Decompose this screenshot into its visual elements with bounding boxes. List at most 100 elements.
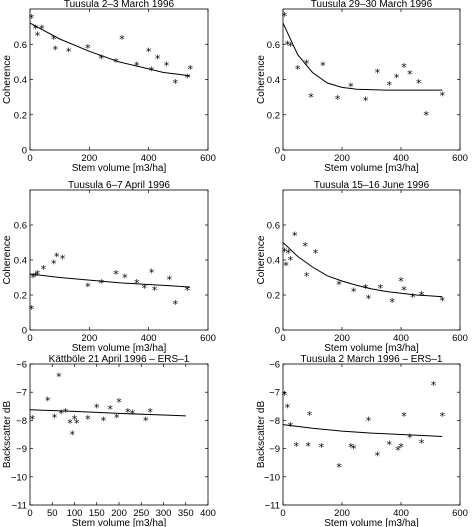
data-point: *: [302, 240, 308, 253]
y-tick-label: 0.4: [267, 256, 280, 267]
x-axis-label: Stem volume [m3/ha]: [324, 163, 419, 174]
x-tick-label: 400: [141, 333, 157, 344]
x-axis-label: Stem volume [m3/ha]: [72, 518, 167, 527]
x-tick-label: 0: [27, 508, 32, 519]
data-point: *: [440, 89, 446, 102]
data-point: *: [292, 230, 298, 243]
x-tick-label: 600: [452, 333, 468, 344]
x-tick-label: 0: [280, 153, 285, 164]
data-point: *: [45, 395, 51, 408]
x-tick-label: 200: [81, 153, 97, 164]
y-tick-label: −8: [16, 416, 27, 427]
data-point: *: [308, 91, 314, 104]
data-point: *: [401, 61, 407, 74]
data-point: *: [366, 293, 372, 306]
y-axis-label: Backscatter dB: [2, 401, 13, 469]
data-point: *: [149, 65, 155, 78]
data-point: *: [149, 266, 155, 279]
data-point: *: [85, 413, 91, 426]
y-tick-label: 0.2: [267, 291, 280, 302]
data-point: *: [363, 95, 369, 108]
data-point: *: [187, 63, 193, 76]
data-point: *: [431, 379, 437, 392]
data-point: *: [70, 429, 76, 442]
data-point: *: [51, 258, 57, 271]
plot-frame: [29, 363, 209, 506]
data-point: *: [288, 420, 294, 433]
plot-frame: [282, 189, 461, 331]
data-point: *: [401, 284, 407, 297]
y-tick-label: −7: [269, 388, 280, 399]
data-point: *: [398, 441, 404, 454]
y-tick-label: −9: [269, 444, 280, 455]
data-point: *: [348, 441, 354, 454]
chart-panel: 0 200 400 600 0 0.2 0.4 0.6 Tuusula 29–30 March …: [256, 0, 468, 174]
y-tick-label: 0.2: [267, 110, 280, 121]
x-tick-label: 400: [393, 508, 409, 519]
data-point: *: [320, 59, 326, 72]
data-point: *: [351, 443, 357, 456]
data-point: *: [375, 450, 381, 463]
x-tick-label: 50: [47, 508, 58, 519]
fit-curve: [29, 22, 191, 77]
data-point: *: [58, 407, 64, 420]
fit-curve: [282, 424, 443, 437]
data-point: *: [386, 438, 392, 451]
data-point: *: [85, 280, 91, 293]
data-point: *: [184, 284, 190, 297]
chart-title: Tuusula 2 March 1996 – ERS–1: [301, 354, 443, 365]
y-axis-label: Coherence: [256, 55, 267, 104]
data-point: *: [378, 282, 384, 295]
y-tick-label: −6: [269, 360, 280, 371]
data-point: *: [375, 66, 381, 79]
data-point: *: [313, 247, 319, 260]
x-tick-label: 350: [178, 508, 194, 519]
y-tick-label: −7: [16, 388, 27, 399]
data-point: *: [307, 409, 313, 422]
y-tick-label: −10: [11, 472, 27, 483]
y-tick-label: 0.6: [267, 40, 280, 51]
y-tick-label: −9: [16, 444, 27, 455]
y-tick-label: −8: [269, 416, 280, 427]
y-tick-label: 0.6: [14, 221, 27, 232]
data-point: *: [155, 52, 161, 65]
data-point: *: [285, 402, 291, 415]
fit-curve: [29, 409, 186, 417]
chart-title: Tuusula 15–16 June 1996: [314, 180, 430, 191]
data-point: *: [134, 277, 140, 290]
data-point: *: [440, 294, 446, 307]
data-point: *: [282, 245, 288, 258]
x-axis-label: Stem volume [m3/ha]: [72, 343, 167, 354]
data-point: *: [294, 440, 300, 453]
data-point: *: [35, 29, 41, 42]
y-tick-label: 0: [275, 146, 280, 157]
chart-title: Tuusula 29–30 March 1996: [311, 0, 433, 10]
chart-panel: 0 200 400 600 −11 −10 −9 −8 −7 −6 Tuusula 2 March …: [256, 354, 468, 527]
data-point: *: [282, 389, 288, 402]
x-tick-label: 150: [89, 508, 105, 519]
data-point: *: [56, 371, 62, 384]
y-tick-label: −11: [265, 501, 280, 512]
data-point: *: [419, 437, 425, 450]
data-point: *: [366, 414, 372, 427]
chart-panel: 0 50 100 150 200 250 300 350 400 −11 −10 −9 −8 −7 −6 Kä…: [2, 354, 216, 527]
y-axis-label: Coherence: [256, 235, 267, 284]
data-point: *: [398, 275, 404, 288]
chart-panel: 0 200 400 600 0 0.2 0.4 0.6 Tuusula 15–16 June 1…: [256, 180, 468, 354]
y-axis-label: Backscatter dB: [256, 401, 267, 469]
data-point: *: [351, 286, 357, 299]
y-tick-label: 0.2: [14, 291, 27, 302]
chart-title: Tuusula 2–3 March 1996: [64, 0, 175, 10]
data-point: *: [410, 291, 416, 304]
data-point: *: [67, 417, 73, 430]
data-point: *: [113, 56, 119, 69]
data-point: *: [114, 412, 120, 425]
fit-curve: [282, 242, 443, 298]
data-point: *: [416, 77, 422, 90]
y-tick-label: 0.4: [267, 75, 280, 86]
chart-title: Kättböle 21 April 1996 – ERS–1: [49, 354, 190, 365]
x-tick-label: 600: [200, 153, 216, 164]
data-point: *: [33, 22, 39, 35]
data-point: *: [141, 282, 147, 295]
data-point: *: [98, 52, 104, 65]
